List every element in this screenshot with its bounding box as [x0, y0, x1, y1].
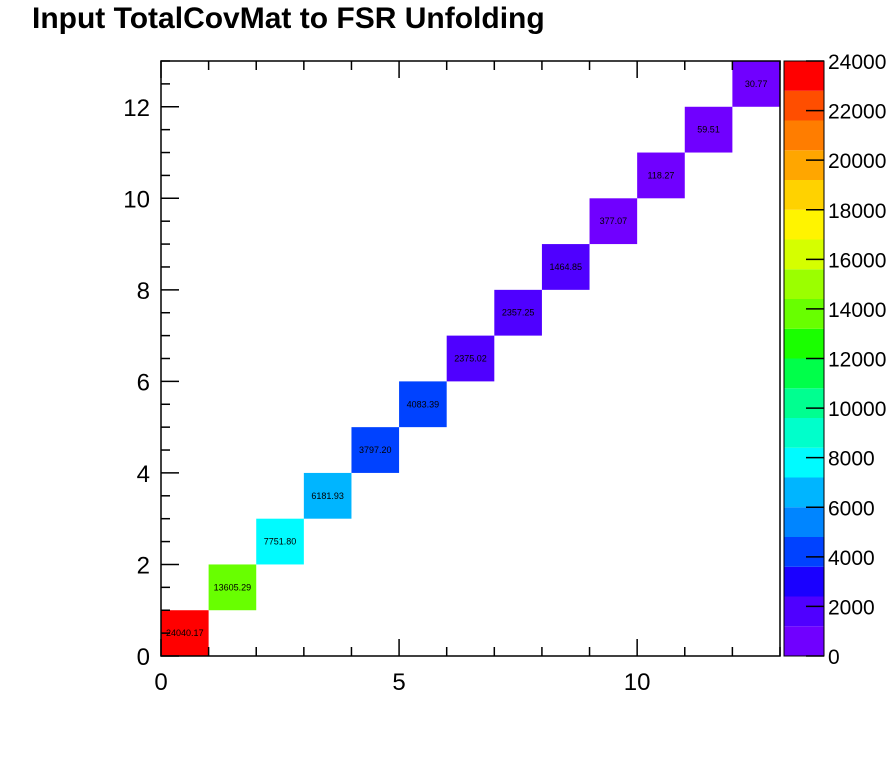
heatmap-cell: [732, 61, 780, 107]
colorbar-band: [784, 90, 824, 121]
heatmap-cell: [256, 518, 304, 565]
colorbar-band: [784, 358, 824, 389]
heatmap-cell: [494, 289, 542, 336]
y-tick-label: 10: [123, 186, 150, 213]
cell-labels-layer: 24040.17 13605.29 7751.80 6181.93 3797.20 408…: [166, 79, 767, 638]
y-tick-label: 4: [137, 461, 150, 488]
cells-layer: [161, 61, 780, 656]
colorbar-band: [784, 447, 824, 478]
colorbar-tick-label: 12000: [828, 349, 886, 372]
heatmap-cell: [303, 472, 352, 519]
cell-value-label: 377.07: [600, 216, 628, 226]
y-tick-label: 12: [123, 95, 150, 122]
colorbar-band: [784, 120, 824, 151]
cell-value-label: 2357.25: [502, 308, 535, 318]
y-axis: 0 2 4 6 8 10 12: [123, 60, 179, 671]
cell-value-label: 118.27: [648, 170, 675, 180]
colorbar-band: [784, 537, 824, 567]
colorbar-band: [784, 269, 824, 299]
colorbar-band: [784, 150, 824, 180]
colorbar-tick-label: 18000: [828, 200, 886, 223]
x-tick-label: 5: [392, 669, 405, 696]
y-tick-label: 8: [137, 278, 150, 305]
colorbar-band: [784, 299, 824, 329]
colorbar-tick-label: 10000: [828, 398, 886, 421]
colorbar-tick-label: 24000: [828, 51, 886, 74]
colorbar-band: [784, 209, 824, 240]
x-axis: 0 5 10: [154, 61, 781, 696]
colorbar-band: [784, 388, 824, 418]
cell-value-label: 1464.85: [549, 262, 582, 272]
colorbar-band: [784, 61, 824, 91]
colorbar-band: [784, 180, 824, 210]
colorbar-tick-label: 8000: [828, 448, 875, 471]
y-tick-label: 6: [137, 369, 150, 396]
colorbar: 0 2000 4000 6000 8000 10000 12000 14000 16000 180…: [783, 51, 886, 669]
heatmap-cell: [208, 564, 257, 611]
heatmap-cell: [589, 198, 638, 245]
heatmap-cell: [399, 381, 447, 428]
colorbar-band: [784, 418, 824, 448]
colorbar-band: [784, 596, 824, 627]
cell-value-label: 2375.02: [454, 354, 487, 364]
colorbar-tick-label: 14000: [828, 299, 886, 322]
colorbar-tick-label: 16000: [828, 249, 886, 272]
colorbar-tick-label: 2000: [828, 596, 875, 619]
colorbar-tick-label: 4000: [828, 547, 875, 570]
x-tick-label: 10: [624, 669, 651, 696]
heatmap-cell: [351, 427, 400, 473]
y-tick-label: 0: [137, 644, 150, 671]
colorbar-tick-label: 6000: [828, 497, 875, 520]
cell-value-label: 3797.20: [359, 445, 392, 455]
colorbar-band: [784, 328, 824, 359]
colorbar-band: [784, 477, 824, 508]
cell-value-label: 4083.39: [407, 399, 440, 409]
heatmap-cell: [541, 244, 590, 290]
colorbar-band: [784, 626, 824, 656]
cell-value-label: 7751.80: [264, 537, 297, 547]
chart-title: Input TotalCovMat to FSR Unfolding: [32, 2, 545, 35]
heatmap-cell: [637, 152, 685, 199]
y-tick-label: 2: [137, 552, 150, 579]
colorbar-band: [784, 566, 824, 597]
cell-value-label: 6181.93: [311, 491, 344, 501]
x-tick-label: 0: [154, 669, 167, 696]
heatmap-cell: [446, 335, 495, 382]
colorbar-band: [784, 507, 824, 537]
cell-value-label: 13605.29: [214, 582, 252, 592]
colorbar-band: [784, 239, 824, 270]
heatmap-cell: [684, 106, 733, 153]
cell-value-label: 24040.17: [166, 628, 204, 638]
colorbar-tick-label: 22000: [828, 101, 886, 124]
colorbar-tick-label: 20000: [828, 150, 886, 173]
cell-value-label: 59.51: [697, 125, 720, 135]
cell-value-label: 30.77: [745, 79, 768, 89]
colorbar-tick-label: 0: [828, 646, 840, 669]
